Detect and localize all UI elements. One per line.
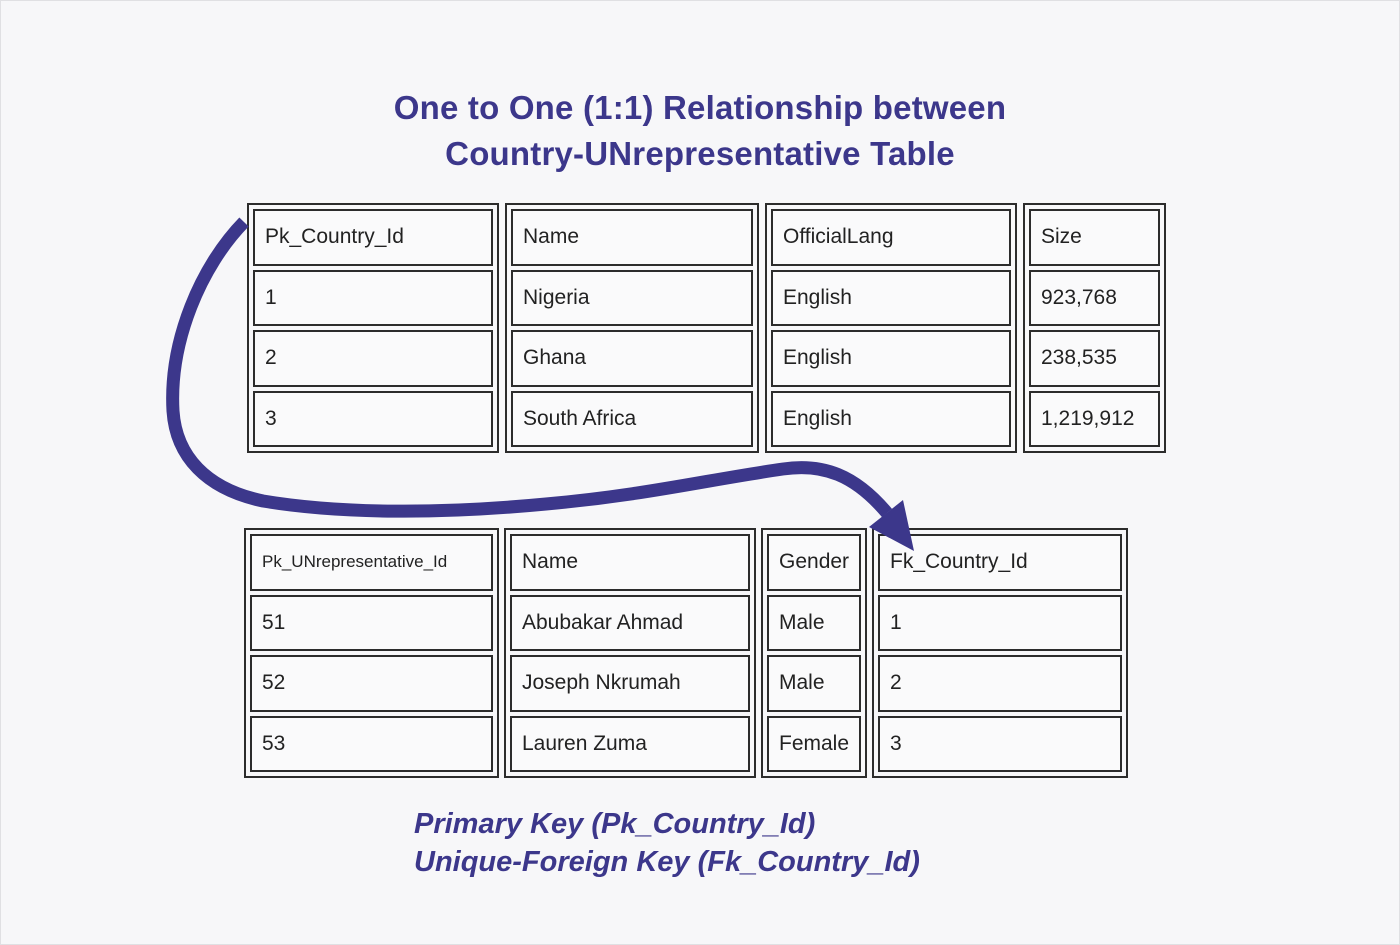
table-cell: Male [767, 655, 861, 712]
representative-table: Pk_UNrepresentative_Id 51 52 53 Name Abu… [244, 528, 1128, 778]
country-column-pk: Pk_Country_Id 1 2 3 [247, 203, 499, 453]
rep-column-fk: Fk_Country_Id 1 2 3 [872, 528, 1128, 778]
rep-column-gender: Gender Male Male Female [761, 528, 867, 778]
table-cell: 1 [253, 269, 493, 326]
table-cell: Nigeria [511, 269, 753, 326]
table-cell: English [771, 330, 1011, 387]
diagram-title: One to One (1:1) Relationship between Co… [1, 85, 1399, 177]
table-cell: 3 [878, 715, 1122, 772]
table-cell: Joseph Nkrumah [510, 655, 750, 712]
table-cell: Male [767, 594, 861, 651]
table-cell: 2 [253, 330, 493, 387]
country-table: Pk_Country_Id 1 2 3 Name Nigeria Ghana S… [247, 203, 1166, 453]
table-cell: 1 [878, 594, 1122, 651]
table-cell: Lauren Zuma [510, 715, 750, 772]
key-caption: Primary Key (Pk_Country_Id) Unique-Forei… [414, 805, 920, 881]
country-column-size: Size 923,768 238,535 1,219,912 [1023, 203, 1166, 453]
rep-column-name: Name Abubakar Ahmad Joseph Nkrumah Laure… [504, 528, 756, 778]
table-cell: Abubakar Ahmad [510, 594, 750, 651]
table-cell: Female [767, 715, 861, 772]
table-cell: Ghana [511, 330, 753, 387]
country-column-officiallang: OfficialLang English English English [765, 203, 1017, 453]
foreign-key-label: Unique-Foreign Key (Fk_Country_Id) [414, 846, 920, 878]
table-cell: 52 [250, 655, 493, 712]
rep-column-pk: Pk_UNrepresentative_Id 51 52 53 [244, 528, 499, 778]
table-cell: 2 [878, 655, 1122, 712]
table-cell: 3 [253, 390, 493, 447]
table-cell: 238,535 [1029, 330, 1160, 387]
column-header: Pk_UNrepresentative_Id [250, 534, 493, 591]
column-header: OfficialLang [771, 209, 1011, 266]
table-cell: 1,219,912 [1029, 390, 1160, 447]
column-header: Gender [767, 534, 861, 591]
table-cell: English [771, 269, 1011, 326]
table-cell: English [771, 390, 1011, 447]
table-cell: 53 [250, 715, 493, 772]
column-header: Name [510, 534, 750, 591]
column-header: Pk_Country_Id [253, 209, 493, 266]
primary-key-label: Primary Key (Pk_Country_Id) [414, 808, 816, 840]
column-header: Size [1029, 209, 1160, 266]
column-header: Fk_Country_Id [878, 534, 1122, 591]
title-line-2: Country-UNrepresentative Table [445, 135, 955, 172]
country-column-name: Name Nigeria Ghana South Africa [505, 203, 759, 453]
column-header: Name [511, 209, 753, 266]
table-cell: 923,768 [1029, 269, 1160, 326]
table-cell: South Africa [511, 390, 753, 447]
table-cell: 51 [250, 594, 493, 651]
title-line-1: One to One (1:1) Relationship between [393, 89, 1007, 126]
